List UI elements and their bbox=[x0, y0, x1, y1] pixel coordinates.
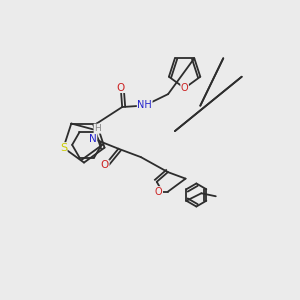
Text: O: O bbox=[117, 82, 125, 92]
Text: O: O bbox=[181, 83, 188, 93]
Text: S: S bbox=[60, 143, 67, 153]
Text: H: H bbox=[94, 124, 101, 133]
Text: NH: NH bbox=[137, 100, 152, 110]
Text: O: O bbox=[101, 160, 109, 170]
Text: N: N bbox=[89, 134, 97, 143]
Text: O: O bbox=[155, 187, 163, 197]
